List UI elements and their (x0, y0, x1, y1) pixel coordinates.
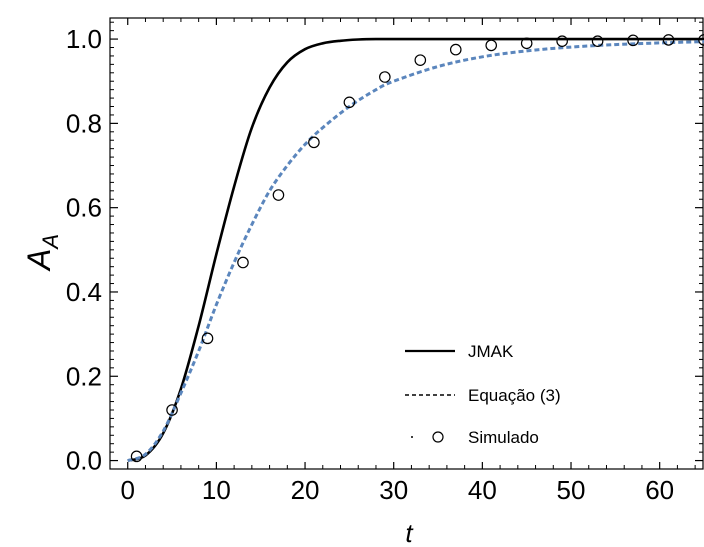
plot-area-frame (109, 17, 704, 470)
data-point-simulado (166, 404, 178, 416)
data-point-simulado (627, 34, 639, 47)
svg-text:AA: AA (21, 234, 63, 272)
legend-swatch-simulado-dot (411, 436, 413, 438)
data-point-simulado (130, 450, 143, 463)
legend-swatch-simulado (432, 431, 444, 443)
y-axis-title-sub: A (38, 234, 63, 251)
data-point-simulado (662, 34, 675, 46)
data-point-simulado (556, 35, 568, 47)
data-point-simulado (201, 332, 214, 345)
x-tick-label: 20 (291, 475, 320, 505)
y-tick-label: 0.8 (66, 108, 102, 138)
data-point-simulado (520, 37, 533, 50)
series-line-jmak (127, 37, 704, 462)
legend-label-equacao: Equação (3) (468, 386, 561, 405)
y-axis-title: AA (21, 234, 63, 272)
y-tick-label: 0.6 (66, 193, 102, 223)
y-tick-label: 0.2 (66, 361, 102, 391)
x-tick-label: 30 (379, 475, 408, 505)
data-point-simulado (237, 256, 249, 269)
x-tick-label: 60 (645, 475, 674, 505)
y-tick-label: 0.4 (66, 277, 102, 307)
x-tick-label: 10 (202, 475, 231, 505)
y-tick-label: 1.0 (66, 24, 102, 54)
data-point-simulado (272, 189, 285, 201)
legend-label-simulado: Simulado (468, 428, 539, 447)
x-axis-title: t (405, 518, 414, 547)
x-tick-label: 0 (120, 475, 134, 505)
data-point-simulado (379, 71, 391, 83)
data-point-simulado (485, 39, 498, 52)
series-line-equa-o-3 (127, 40, 704, 463)
axis-ticks (109, 18, 703, 469)
legend: JMAK Equação (3) Simulado (405, 342, 561, 447)
y-tick-label: 0.0 (66, 446, 102, 476)
x-tick-label: 50 (557, 475, 586, 505)
data-point-simulado (414, 54, 427, 66)
legend-label-jmak: JMAK (468, 342, 514, 361)
x-tick-label: 40 (468, 475, 497, 505)
tick-labels: 0 10 20 30 40 50 60 0.0 0.2 0.4 0.6 0.8 1.0 (66, 24, 674, 505)
y-axis-title-main: A (21, 249, 57, 272)
data-point-simulado (449, 43, 462, 56)
data-point-simulado (308, 136, 320, 149)
plot-frame (109, 17, 704, 470)
data-point-simulado (343, 96, 356, 109)
series-layer (127, 34, 704, 463)
data-point-simulado (591, 35, 604, 47)
